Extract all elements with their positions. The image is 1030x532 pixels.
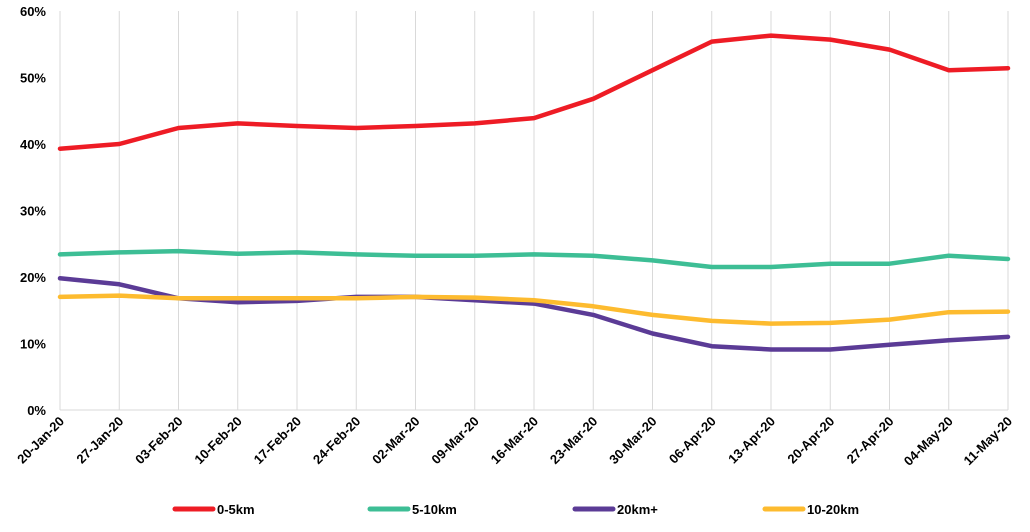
series-line-0-5km [57,33,1011,151]
y-tick-label: 60% [20,4,46,19]
x-tick-label: 24-Feb-20 [310,414,364,468]
x-tick-label: 20-Jan-20 [14,414,67,467]
y-tick-label: 50% [20,71,46,86]
x-tick-label: 03-Feb-20 [132,414,186,468]
grid-layer [59,11,1009,410]
y-tick-label: 10% [20,337,46,352]
legend-label: 20km+ [617,502,658,517]
x-tick-label: 30-Mar-20 [606,414,660,468]
series-line-5-10km [57,248,1011,270]
x-tick-label: 27-Apr-20 [844,414,897,467]
x-tick-label: 04-May-20 [901,414,956,469]
x-tick-label: 16-Mar-20 [488,414,542,468]
x-tick-label: 06-Apr-20 [666,414,719,467]
legend-label: 10-20km [807,502,859,517]
x-tick-label: 20-Apr-20 [784,414,837,467]
x-tick-label: 13-Apr-20 [725,414,778,467]
x-tick-label: 11-May-20 [961,414,1016,469]
x-tick-label: 27-Jan-20 [73,414,126,467]
axis-layer: 0% 10% 20% 30% 40% 50% 60% 20-Jan-20 27-Jan-20 03… [14,4,1015,469]
y-tick-label: 0% [27,403,46,418]
series-line-20km+ [57,276,1011,352]
series-layer [57,33,1011,352]
y-tick-label: 40% [20,137,46,152]
x-tick-label: 10-Feb-20 [191,414,245,468]
x-tick-label: 23-Mar-20 [547,414,601,468]
legend-label: 0-5km [217,502,255,517]
x-tick-label: 09-Mar-20 [428,414,482,468]
series-line-10-20km [57,293,1011,326]
x-tick-label: 17-Feb-20 [251,414,305,468]
x-tick-label: 02-Mar-20 [369,414,423,468]
legend: 0-5km 5-10km 20km+ 10-20km [172,502,859,517]
legend-label: 5-10km [412,502,457,517]
y-tick-label: 30% [20,204,46,219]
y-tick-label: 20% [20,270,46,285]
